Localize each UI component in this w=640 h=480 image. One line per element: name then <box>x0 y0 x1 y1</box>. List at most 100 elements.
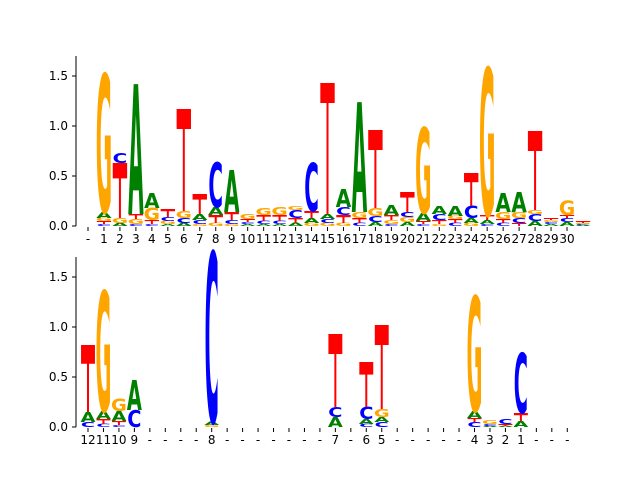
logo-column: AG C <box>112 151 129 227</box>
svg-text:A: A <box>575 225 591 227</box>
logo-letter-G: G <box>367 206 383 219</box>
y-axis: 0.0 0.5 1.0 1.5 <box>49 56 77 233</box>
svg-text:G: G <box>160 221 176 226</box>
svg-text:G: G <box>495 210 511 222</box>
svg-text:A: A <box>81 409 96 425</box>
svg-text:C: C <box>320 218 335 224</box>
logo-column: ACG <box>527 131 543 228</box>
x-tick-label: 28 <box>527 232 542 246</box>
svg-text:C: C <box>400 211 415 219</box>
logo-column: GCA <box>431 204 448 227</box>
logo-letter-A: A <box>328 414 343 430</box>
logo-letter-A: A <box>352 73 367 248</box>
svg-text:A: A <box>384 203 400 219</box>
svg-text:G: G <box>527 209 543 215</box>
logo-letter-G: G <box>224 224 240 227</box>
logo-letter-G: G <box>160 221 176 226</box>
logo-letter-C: C <box>176 217 191 225</box>
svg-text:C: C <box>480 224 495 227</box>
logo-letter-A: A <box>240 224 255 227</box>
svg-text:A: A <box>463 217 479 225</box>
logo-letter-T <box>288 218 303 223</box>
svg-text:G: G <box>192 224 208 227</box>
logo-letter-A: A <box>128 48 143 256</box>
x-tick-label: 24 <box>464 232 479 246</box>
logo-letter-T <box>416 221 431 224</box>
logo-letter-T <box>559 215 575 218</box>
x-tick-label: 3 <box>132 232 140 246</box>
svg-text:C: C <box>416 224 431 227</box>
x-tick-label: 30 <box>559 232 574 246</box>
x-tick-label: 17 <box>352 232 367 246</box>
svg-text:A: A <box>127 372 142 421</box>
svg-text:C: C <box>498 418 512 426</box>
x-tick-label: - <box>225 433 229 447</box>
x-tick-label: 2 <box>502 433 510 447</box>
svg-text:A: A <box>513 420 529 429</box>
logo-letter-T <box>328 334 343 407</box>
x-tick-label: 11 <box>96 433 111 447</box>
logo-letter-C: C <box>208 149 223 222</box>
logo-column: CGA <box>128 48 144 256</box>
logo-letter-T <box>304 211 319 218</box>
logo-letter-T <box>144 220 160 224</box>
x-tick-label: 23 <box>448 232 463 246</box>
svg-text:G: G <box>482 419 498 425</box>
svg-text:G: G <box>112 217 128 225</box>
logo-column: GCA <box>335 185 351 227</box>
logo-column: ACG <box>367 130 384 227</box>
svg-text:A: A <box>359 418 375 426</box>
logo-letter-C: C <box>359 404 373 423</box>
logo-letter-T <box>224 212 239 220</box>
logo-letter-A: A <box>127 372 142 421</box>
logo-column: ACG <box>271 205 287 227</box>
logo-letter-T <box>374 325 389 409</box>
svg-text:C: C <box>464 204 479 223</box>
x-tick-label: 22 <box>432 232 447 246</box>
logo-letter-A: A <box>511 187 527 219</box>
logo-letter-T <box>384 215 399 220</box>
svg-text:A: A <box>144 189 160 213</box>
logo-letter-C: C <box>113 151 128 167</box>
svg-text:A: A <box>208 205 224 218</box>
logo-column: GCA <box>192 194 208 227</box>
logo-letter-A: A <box>204 421 219 426</box>
svg-text:A: A <box>256 224 271 227</box>
logo-letter-A: A <box>176 223 193 228</box>
x-tick-label: - <box>457 433 461 447</box>
logo-letter-A: A <box>467 409 482 420</box>
logo-letter-G: G <box>96 36 112 257</box>
logo-column: CAG <box>374 325 390 429</box>
svg-text:A: A <box>304 217 320 225</box>
svg-text:C: C <box>192 219 207 225</box>
x-tick-label: 19 <box>384 232 399 246</box>
logo-letter-C: C <box>464 204 479 223</box>
logo-letter-C: C <box>96 423 110 428</box>
logo-letter-A: A <box>495 188 510 218</box>
svg-text:C: C <box>208 149 223 222</box>
logo-letter-G: G <box>543 220 559 223</box>
logo-letter-G: G <box>96 218 112 223</box>
logo-column: ACG <box>255 206 271 227</box>
logo-letter-T <box>467 418 482 422</box>
logo-column: CGA <box>144 189 160 227</box>
logo-letter-C: C <box>483 424 497 427</box>
logo-letter-T <box>160 209 176 217</box>
svg-text:G: G <box>255 206 271 218</box>
x-tick-label: 25 <box>480 232 495 246</box>
logo-letter-C: C <box>127 406 141 433</box>
logo-letter-A: A <box>111 408 126 424</box>
x-tick-label: 10 <box>111 433 126 447</box>
logo-letter-A: A <box>96 210 112 220</box>
logo-column: GCA <box>319 83 336 227</box>
logo-letter-T <box>128 214 144 219</box>
x-tick-label: 16 <box>336 232 351 246</box>
svg-text:C: C <box>176 217 191 225</box>
logo-letter-G: G <box>431 224 447 227</box>
logo-column: CAG <box>479 28 496 263</box>
logo-letter-A: A <box>288 223 305 228</box>
x-tick-label: 1 <box>100 232 108 246</box>
svg-text:G: G <box>96 36 112 257</box>
logo-column: AC <box>328 334 343 430</box>
logo-column: CGA <box>383 203 400 227</box>
